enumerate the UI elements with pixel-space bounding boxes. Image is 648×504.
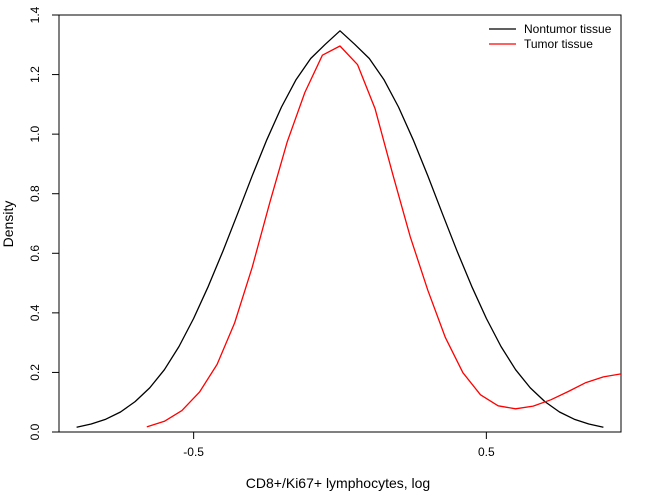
y-tick-label: 1.4 <box>28 6 42 23</box>
y-axis: 0.0 0.2 0.4 0.6 0.8 1.0 1.2 1.4 <box>28 6 59 440</box>
series-layer <box>76 30 621 428</box>
legend-label: Nontumor tissue <box>524 22 612 36</box>
x-tick-label: 0.5 <box>478 445 495 459</box>
y-tick-label: 0.8 <box>28 185 42 202</box>
y-tick-label: 1.0 <box>28 125 42 142</box>
x-axis: -0.5 0.5 <box>183 432 495 459</box>
y-tick-label: 0.2 <box>28 364 42 381</box>
y-tick-label: 0.0 <box>28 423 42 440</box>
series-line-nontumor-tissue <box>76 30 604 428</box>
plot-frame <box>58 14 622 433</box>
x-tick-label: -0.5 <box>183 445 204 459</box>
legend-label: Tumor tissue <box>524 37 593 51</box>
series-line-tumor-tissue <box>146 45 621 428</box>
y-tick-label: 0.4 <box>28 304 42 321</box>
y-tick-label: 0.6 <box>28 245 42 262</box>
y-tick-label: 1.2 <box>28 66 42 83</box>
y-axis-title: Density <box>0 201 16 248</box>
x-axis-title: CD8+/Ki67+ lymphocytes, log <box>246 475 430 491</box>
